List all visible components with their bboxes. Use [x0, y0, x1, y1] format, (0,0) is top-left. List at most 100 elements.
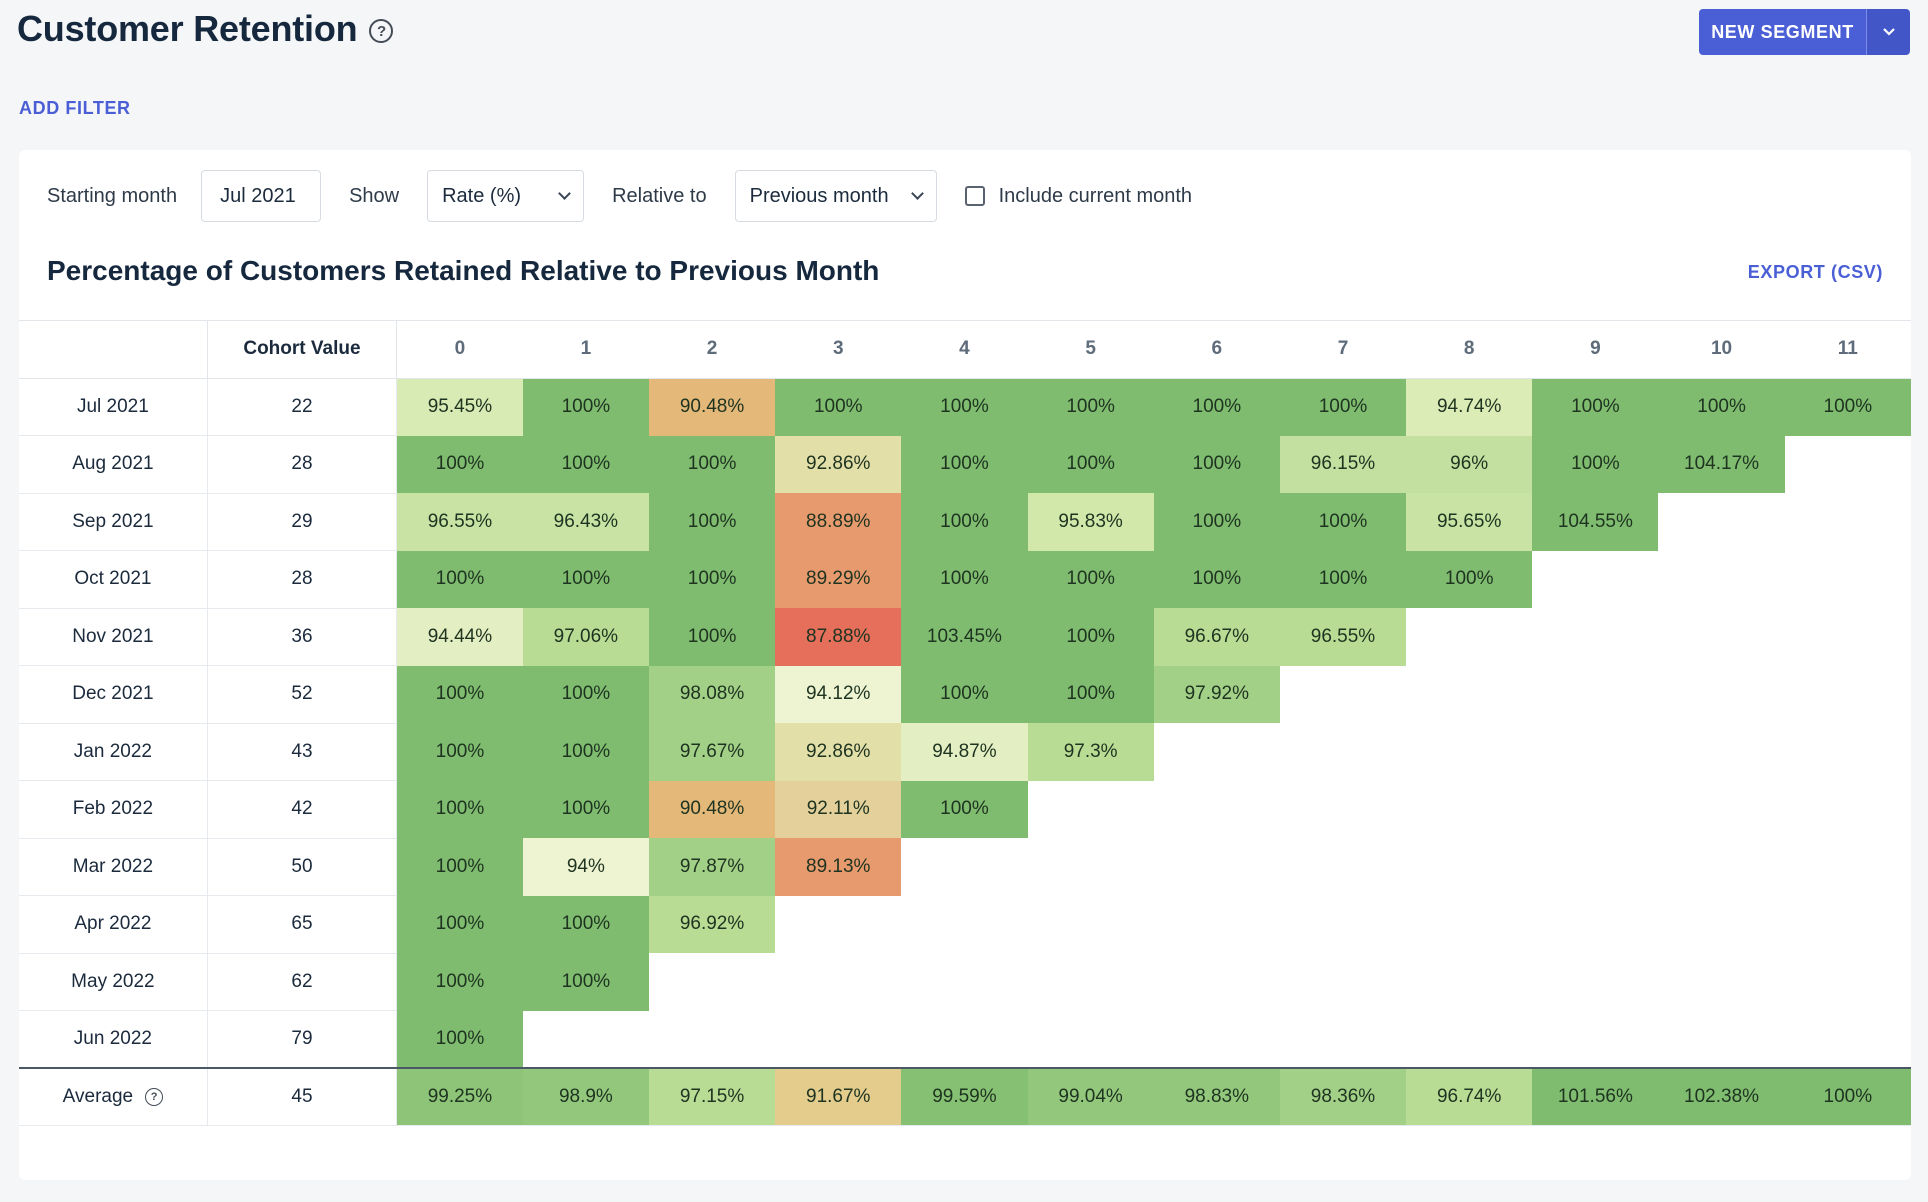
include-current-month-checkbox[interactable]	[964, 186, 985, 206]
retention-cell[interactable]: 100%	[522, 723, 649, 781]
retention-cell[interactable]: 94.12%	[775, 665, 902, 723]
retention-cell[interactable]: 100%	[1279, 550, 1407, 608]
retention-cell[interactable]: 95.45%	[396, 378, 523, 436]
retention-cell[interactable]: 97.92%	[1153, 665, 1280, 723]
retention-cell[interactable]: 104.55%	[1532, 493, 1659, 551]
retention-cell[interactable]: 100%	[648, 493, 776, 551]
retention-cell[interactable]: 94%	[522, 838, 649, 896]
retention-cell[interactable]: 100%	[648, 608, 776, 666]
retention-cell[interactable]: 100%	[1406, 550, 1533, 608]
retention-cell[interactable]: 100%	[522, 953, 649, 1011]
retention-cell[interactable]: 100%	[522, 435, 649, 493]
help-icon[interactable]: ?	[369, 19, 394, 43]
retention-cell[interactable]: 95.65%	[1406, 493, 1533, 551]
retention-cell[interactable]: 90.48%	[648, 780, 776, 838]
retention-cell[interactable]: 100%	[1153, 378, 1280, 436]
retention-cell[interactable]: 100%	[396, 780, 523, 838]
retention-cell[interactable]: 100%	[901, 435, 1028, 493]
retention-cell[interactable]: 100%	[396, 723, 523, 781]
retention-cell[interactable]: 100%	[901, 780, 1028, 838]
average-cell[interactable]: 96.74%	[1406, 1067, 1533, 1126]
retention-cell[interactable]: 89.13%	[775, 838, 902, 896]
retention-cell[interactable]: 100%	[396, 435, 523, 493]
retention-cell[interactable]: 100%	[901, 493, 1028, 551]
average-cell[interactable]: 91.67%	[775, 1067, 902, 1126]
retention-cell[interactable]: 100%	[901, 550, 1028, 608]
retention-cell[interactable]: 100%	[1279, 378, 1407, 436]
average-cell[interactable]: 98.9%	[522, 1067, 649, 1126]
retention-cell[interactable]: 100%	[522, 895, 649, 953]
retention-cell[interactable]: 100%	[522, 780, 649, 838]
retention-cell[interactable]: 100%	[1658, 378, 1785, 436]
retention-cell[interactable]: 100%	[1027, 608, 1154, 666]
retention-cell[interactable]: 100%	[396, 953, 523, 1011]
retention-cell[interactable]: 97.87%	[648, 838, 776, 896]
retention-cell[interactable]: 94.87%	[901, 723, 1028, 781]
average-cell[interactable]: 98.36%	[1279, 1067, 1407, 1126]
retention-cell[interactable]: 98.08%	[648, 665, 776, 723]
show-select[interactable]: Rate (%)	[427, 170, 585, 222]
retention-cell[interactable]: 100%	[1532, 435, 1659, 493]
retention-cell[interactable]: 96.55%	[1279, 608, 1407, 666]
retention-cell[interactable]: 103.45%	[901, 608, 1028, 666]
retention-cell[interactable]: 96.43%	[522, 493, 649, 551]
retention-cell[interactable]: 97.3%	[1027, 723, 1154, 781]
retention-cell[interactable]: 95.83%	[1027, 493, 1154, 551]
retention-cell[interactable]: 100%	[1027, 378, 1154, 436]
export-csv-link[interactable]: EXPORT (CSV)	[1747, 262, 1883, 282]
retention-cell[interactable]: 100%	[648, 435, 776, 493]
retention-cell[interactable]: 100%	[1784, 378, 1911, 436]
retention-cell[interactable]: 100%	[522, 378, 649, 436]
retention-cell[interactable]: 94.74%	[1406, 378, 1533, 436]
retention-cell[interactable]: 100%	[1027, 665, 1154, 723]
retention-cell[interactable]: 100%	[1027, 550, 1154, 608]
retention-cell[interactable]: 100%	[1027, 435, 1154, 493]
average-cell[interactable]: 98.83%	[1153, 1067, 1280, 1126]
retention-cell[interactable]: 89.29%	[775, 550, 902, 608]
average-cell[interactable]: 102.38%	[1658, 1067, 1785, 1126]
retention-cell[interactable]: 100%	[396, 838, 523, 896]
retention-cell[interactable]: 96.55%	[396, 493, 523, 551]
retention-cell[interactable]: 100%	[522, 550, 649, 608]
retention-cell[interactable]: 90.48%	[648, 378, 776, 436]
retention-cell[interactable]: 100%	[396, 895, 523, 953]
retention-cell[interactable]: 100%	[1153, 435, 1280, 493]
cohort-value-header[interactable]: Cohort Value	[206, 320, 398, 379]
retention-cell[interactable]: 100%	[396, 1010, 523, 1068]
retention-cell[interactable]: 100%	[648, 550, 776, 608]
include-current-month-label[interactable]: Include current month	[998, 184, 1193, 207]
new-segment-button[interactable]: NEW SEGMENT	[1699, 9, 1866, 55]
retention-cell[interactable]: 92.86%	[775, 723, 902, 781]
new-segment-dropdown-toggle[interactable]	[1866, 9, 1910, 55]
retention-cell[interactable]: 96.67%	[1153, 608, 1280, 666]
retention-cell[interactable]: 92.11%	[775, 780, 902, 838]
average-cell[interactable]: 99.04%	[1027, 1067, 1154, 1126]
retention-cell[interactable]: 100%	[901, 378, 1028, 436]
retention-cell[interactable]: 97.67%	[648, 723, 776, 781]
average-cell[interactable]: 97.15%	[648, 1067, 776, 1126]
retention-cell[interactable]: 104.17%	[1658, 435, 1785, 493]
retention-cell[interactable]: 100%	[775, 378, 902, 436]
average-help-icon[interactable]: ?	[145, 1088, 164, 1106]
retention-cell[interactable]: 97.06%	[522, 608, 649, 666]
average-cell[interactable]: 101.56%	[1532, 1067, 1659, 1126]
retention-cell[interactable]: 100%	[1532, 378, 1659, 436]
add-filter-link[interactable]: ADD FILTER	[19, 98, 131, 118]
retention-cell[interactable]: 100%	[1153, 493, 1280, 551]
retention-cell[interactable]: 96.92%	[648, 895, 776, 953]
average-cell[interactable]: 99.25%	[396, 1067, 523, 1126]
retention-cell[interactable]: 92.86%	[775, 435, 902, 493]
relative-to-select[interactable]: Previous month	[734, 170, 937, 222]
starting-month-input[interactable]: Jul 2021	[201, 170, 322, 222]
retention-cell[interactable]: 96%	[1406, 435, 1533, 493]
retention-cell[interactable]: 100%	[1279, 493, 1407, 551]
retention-cell[interactable]: 87.88%	[775, 608, 902, 666]
retention-cell[interactable]: 94.44%	[396, 608, 523, 666]
retention-cell[interactable]: 100%	[396, 665, 523, 723]
retention-cell[interactable]: 96.15%	[1279, 435, 1407, 493]
retention-cell[interactable]: 100%	[901, 665, 1028, 723]
retention-cell[interactable]: 100%	[1153, 550, 1280, 608]
retention-cell[interactable]: 88.89%	[775, 493, 902, 551]
retention-cell[interactable]: 100%	[396, 550, 523, 608]
average-cell[interactable]: 99.59%	[901, 1067, 1028, 1126]
